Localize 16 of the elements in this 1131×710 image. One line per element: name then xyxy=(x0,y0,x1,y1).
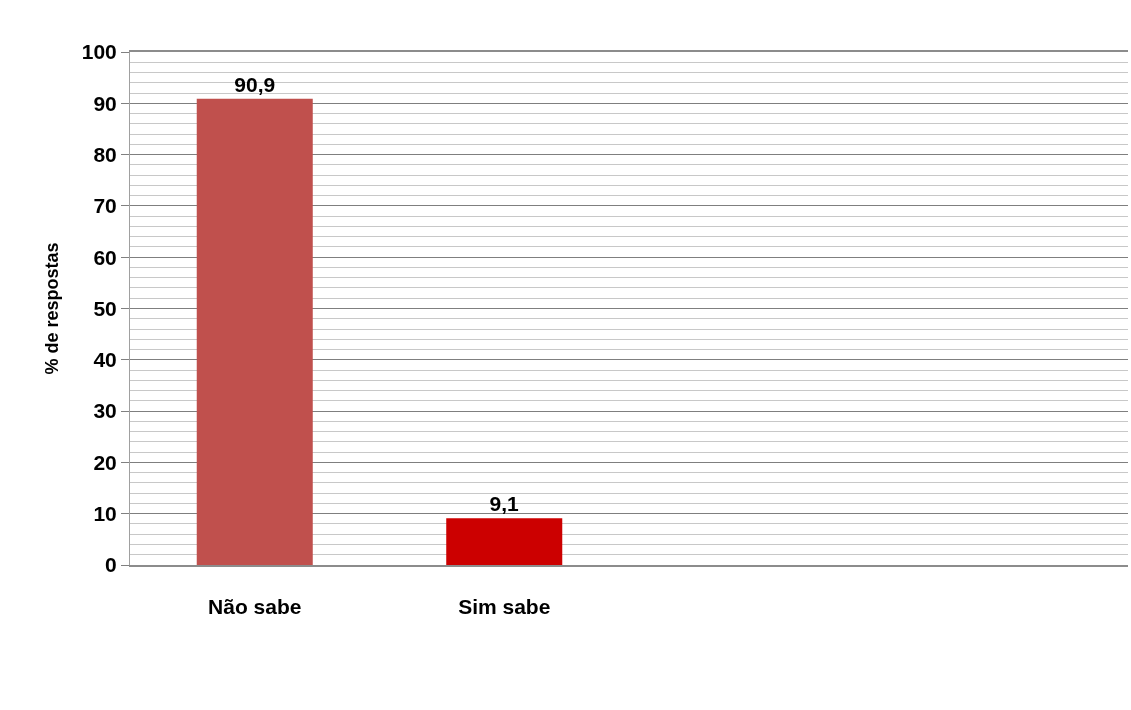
y-tick-label: 10 xyxy=(93,502,117,526)
y-tick-label: 30 xyxy=(93,399,117,423)
y-tick-label: 70 xyxy=(93,194,117,218)
x-tick-label: Não sabe xyxy=(208,594,302,618)
data-label: 9,1 xyxy=(489,492,520,516)
y-tick-label: 90 xyxy=(93,91,117,115)
y-tick-label: 50 xyxy=(93,296,117,320)
y-tick-label: 60 xyxy=(93,245,117,269)
y-tick-label: 0 xyxy=(105,553,117,577)
y-tick-label: 20 xyxy=(93,450,117,474)
y-tick-label: 100 xyxy=(81,40,117,64)
y-tick-label: 80 xyxy=(93,142,117,166)
x-tick-label: Sim sabe xyxy=(458,594,551,618)
data-label: 90,9 xyxy=(234,72,276,96)
y-tick-label: 40 xyxy=(93,348,117,372)
y-axis-title: % de respostas xyxy=(41,242,62,375)
